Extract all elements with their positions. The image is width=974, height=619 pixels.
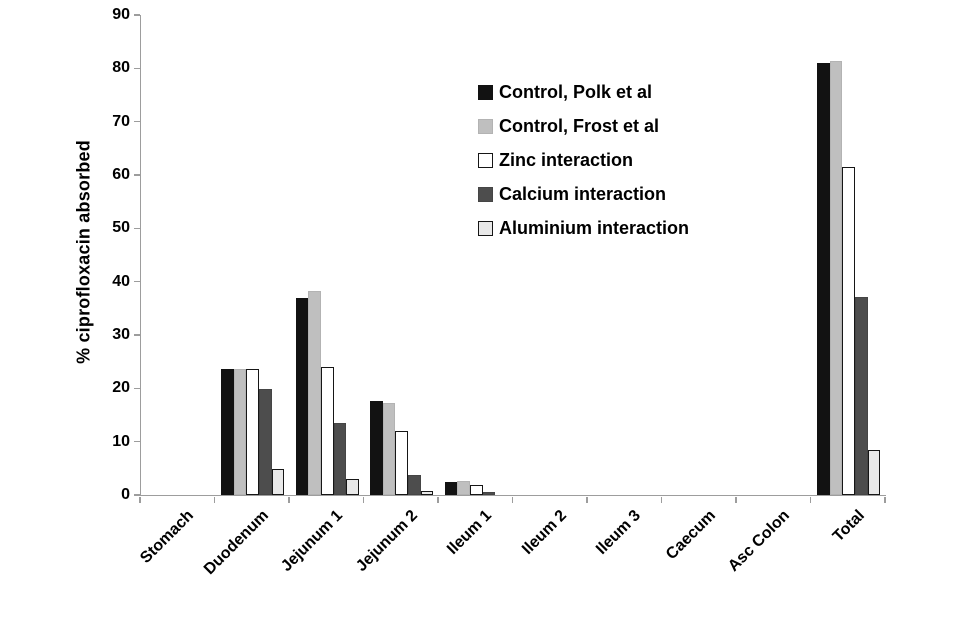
legend-item-aluminium-interaction: Aluminium interaction (478, 215, 689, 242)
bar-control-polk-et-al-duodenum (221, 368, 234, 495)
x-tick-mark (213, 496, 216, 503)
legend-swatch (478, 119, 493, 134)
legend-label: Control, Polk et al (499, 82, 653, 102)
bar-control-frost-et-al-jejunum-1 (308, 291, 321, 495)
y-tick-label: 40 (112, 272, 130, 290)
x-tick-mark (735, 496, 737, 503)
y-tick-label: 60 (112, 166, 130, 183)
x-tick-mark (139, 496, 141, 503)
bar-calcium-interaction-duodenum (259, 389, 272, 495)
legend-swatch (478, 153, 493, 168)
bar-calcium-interaction-ileum-1 (482, 492, 496, 495)
bar-control-polk-et-al-jejunum-2 (370, 401, 383, 495)
bar-chart-figure: % ciprofloxacin absorbed 0 10 20 30 40 50 60 70… (73, 6, 886, 579)
legend-item-control-polk-et-al: Control, Polk et al (478, 79, 689, 106)
y-tick-label: 30 (112, 326, 130, 343)
bar-calcium-interaction-jejunum-2 (408, 475, 421, 495)
bar-zinc-interaction-duodenum (246, 368, 260, 495)
bar-aluminium-interaction-duodenum (271, 469, 285, 495)
y-tick-mark (134, 334, 140, 336)
y-tick-label: 70 (112, 112, 130, 130)
y-tick-mark (134, 387, 140, 390)
x-tick-mark (660, 496, 663, 503)
x-tick-mark (288, 496, 290, 503)
bar-zinc-interaction-total (842, 167, 856, 495)
legend-swatch (478, 221, 493, 236)
y-tick-label: 10 (112, 432, 130, 450)
bars-layer (141, 15, 886, 495)
y-tick-mark (134, 174, 140, 176)
y-tick-mark (134, 14, 140, 16)
bar-aluminium-interaction-jejunum-1 (346, 479, 359, 495)
x-tick-mark (362, 496, 365, 503)
bar-zinc-interaction-ileum-1 (469, 485, 483, 495)
legend-swatch (478, 85, 493, 100)
y-tick-mark (134, 67, 140, 70)
x-tick-mark (511, 496, 514, 503)
legend-item-control-frost-et-al: Control, Frost et al (478, 113, 689, 140)
bar-control-polk-et-al-ileum-1 (444, 481, 458, 495)
bar-control-frost-et-al-duodenum (233, 368, 247, 495)
y-tick-label: 0 (121, 486, 130, 503)
y-axis-title: % ciprofloxacin absorbed (73, 140, 94, 364)
bar-zinc-interaction-jejunum-2 (395, 431, 409, 495)
bar-aluminium-interaction-jejunum-2 (420, 491, 434, 495)
x-tick-mark (586, 496, 588, 503)
bar-aluminium-interaction-total (867, 450, 881, 495)
legend-label: Aluminium interaction (499, 218, 690, 238)
legend-swatch (478, 187, 493, 202)
legend-label: Calcium interaction (499, 184, 667, 204)
x-tick-mark (437, 496, 439, 503)
bar-calcium-interaction-jejunum-1 (333, 423, 347, 495)
bar-control-frost-et-al-total (829, 61, 843, 495)
legend-item-calcium-interaction: Calcium interaction (478, 181, 689, 208)
x-tick-mark (809, 496, 812, 503)
legend-item-zinc-interaction: Zinc interaction (478, 147, 689, 174)
legend: Control, Polk et al Control, Frost et al Z… (478, 79, 689, 249)
bar-control-polk-et-al-total (817, 63, 830, 495)
legend-label: Zinc interaction (499, 150, 634, 170)
y-tick-mark (134, 120, 140, 123)
y-tick-mark (134, 440, 140, 443)
bar-control-frost-et-al-ileum-1 (457, 481, 470, 495)
y-tick-label: 80 (112, 59, 130, 77)
bar-control-polk-et-al-jejunum-1 (295, 297, 309, 495)
y-tick-label: 20 (112, 379, 130, 397)
y-tick-label: 50 (112, 219, 130, 237)
legend-label: Control, Frost et al (499, 116, 660, 136)
bar-zinc-interaction-jejunum-1 (320, 367, 334, 495)
y-tick-mark (134, 227, 140, 230)
x-tick-mark (884, 496, 886, 503)
y-tick-label: 90 (112, 6, 130, 23)
bar-control-frost-et-al-jejunum-2 (382, 403, 396, 495)
y-tick-mark (134, 494, 140, 496)
bar-calcium-interaction-total (855, 296, 868, 495)
y-tick-mark (134, 280, 140, 283)
plot-area (140, 15, 886, 496)
